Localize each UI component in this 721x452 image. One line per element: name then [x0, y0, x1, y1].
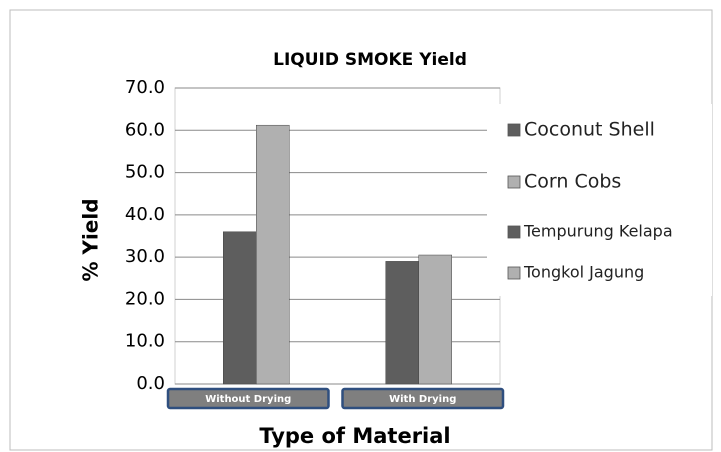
chart-title: LIQUID SMOKE Yield — [273, 50, 467, 70]
bar — [385, 261, 419, 385]
legend-label: Tempurung Kelapa — [523, 222, 673, 241]
y-tick-label: 20.0 — [125, 288, 165, 309]
x-axis-label: Type of Material — [259, 424, 450, 448]
x-tick-label: With Drying — [389, 394, 456, 405]
y-tick-label: 70.0 — [125, 77, 165, 98]
legend-label: Coconut Shell — [524, 119, 655, 141]
x-tick-label: Without Drying — [205, 394, 291, 405]
legend-swatch — [507, 266, 521, 280]
y-tick-label: 10.0 — [125, 331, 165, 352]
bar — [418, 254, 452, 385]
legend-swatch — [507, 175, 521, 189]
category-box — [341, 387, 505, 410]
legend-label: Tongkol Jagung — [523, 263, 644, 282]
bar — [223, 231, 257, 385]
legend-swatch — [507, 123, 521, 137]
legend-background — [487, 104, 712, 296]
y-axis-label: % Yield — [79, 198, 103, 281]
y-tick-label: 60.0 — [125, 119, 165, 140]
legend-swatch — [507, 225, 521, 239]
y-tick-label: 40.0 — [125, 204, 165, 225]
y-tick-label: 0.0 — [136, 373, 165, 394]
y-tick-label: 50.0 — [125, 162, 165, 183]
category-box — [166, 387, 330, 410]
bar — [256, 124, 290, 385]
y-tick-label: 30.0 — [125, 246, 165, 267]
legend-label: Corn Cobs — [524, 171, 621, 193]
